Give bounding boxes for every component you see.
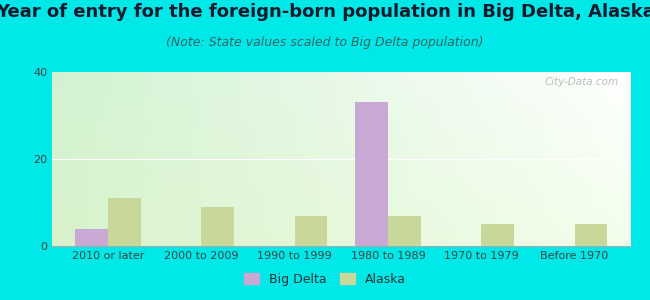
Bar <box>481 224 514 246</box>
Bar <box>108 198 140 246</box>
Text: Year of entry for the foreign-born population in Big Delta, Alaska: Year of entry for the foreign-born popul… <box>0 3 650 21</box>
Bar <box>388 215 421 246</box>
Legend: Big Delta, Alaska: Big Delta, Alaska <box>239 268 411 291</box>
Bar <box>356 102 388 246</box>
Bar <box>75 229 108 246</box>
Bar <box>294 215 327 246</box>
Bar <box>202 207 234 246</box>
Bar <box>575 224 607 246</box>
Text: City-Data.com: City-Data.com <box>545 77 619 87</box>
Text: (Note: State values scaled to Big Delta population): (Note: State values scaled to Big Delta … <box>166 36 484 49</box>
